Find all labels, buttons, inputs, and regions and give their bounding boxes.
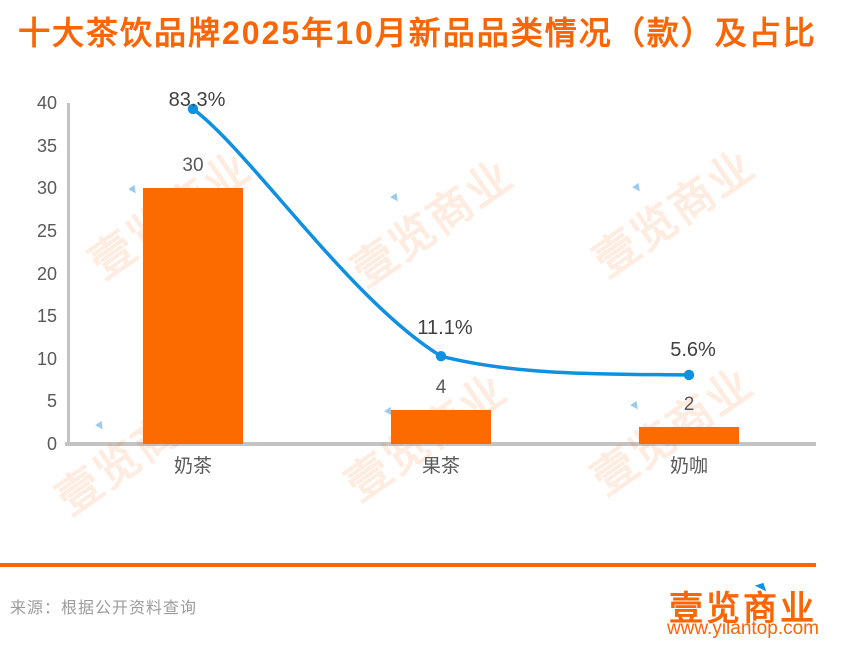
y-axis-tick-label: 0 — [46, 434, 57, 454]
x-axis-line — [65, 442, 816, 446]
brand-website-url: www.yilantop.com — [666, 618, 819, 639]
y-axis-tick-label: 20 — [36, 263, 57, 284]
y-axis-tick-label: 25 — [36, 220, 57, 241]
x-axis-category-label: 奶茶 — [173, 456, 212, 477]
y-axis-tick-label: 40 — [36, 93, 57, 113]
y-axis-tick-label: 35 — [36, 135, 57, 156]
trend-line — [191, 107, 691, 377]
y-axis-tick-label: 30 — [36, 178, 57, 199]
trend-point-果茶 — [435, 350, 447, 362]
footer-divider — [0, 563, 816, 567]
percentage-label: 5.6% — [670, 338, 716, 361]
bar-奶茶 — [143, 188, 243, 444]
percentage-label: 83.3% — [168, 88, 226, 111]
y-axis-tick-label: 15 — [36, 306, 57, 327]
y-axis-tick-label: 10 — [36, 348, 57, 369]
trend-point-奶茶 — [187, 103, 199, 115]
bar-value-label: 2 — [683, 393, 695, 415]
page-title: 十大茶饮品牌2025年10月新品品类情况（款）及占比 — [18, 15, 817, 51]
brand-logo-text: 壹览商业 — [669, 590, 817, 628]
x-axis-category-label: 果茶 — [421, 456, 460, 477]
bar-value-label: 4 — [435, 376, 447, 398]
bar-果茶 — [391, 409, 491, 444]
trend-point-奶咖 — [683, 369, 695, 381]
x-axis-category-label: 奶咖 — [669, 456, 708, 477]
bar-奶咖 — [639, 426, 739, 444]
y-axis-tick-label: 5 — [46, 391, 57, 412]
source-note: 来源：根据公开资料查询 — [10, 600, 198, 617]
percentage-label: 11.1% — [417, 317, 473, 340]
y-axis-line — [67, 103, 70, 444]
bar-value-label: 30 — [182, 155, 204, 177]
